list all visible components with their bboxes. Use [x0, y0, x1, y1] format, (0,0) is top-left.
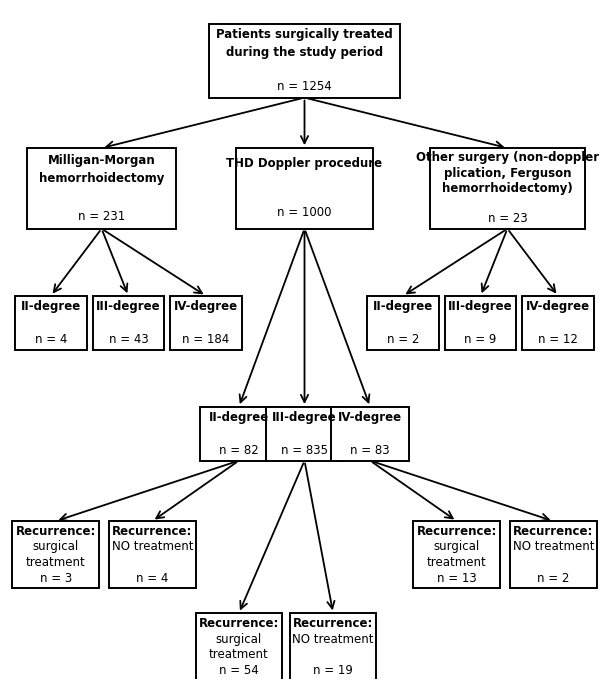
Text: n = 184: n = 184: [183, 333, 230, 346]
Text: n = 4: n = 4: [136, 571, 169, 584]
FancyBboxPatch shape: [27, 148, 176, 228]
Text: NO treatment: NO treatment: [292, 632, 374, 646]
FancyBboxPatch shape: [414, 521, 500, 589]
Text: surgical: surgical: [434, 541, 480, 554]
FancyBboxPatch shape: [266, 407, 343, 461]
Text: surgical: surgical: [216, 632, 262, 646]
Text: n = 2: n = 2: [387, 333, 419, 346]
Text: III-degree: III-degree: [96, 300, 161, 313]
Text: n = 3: n = 3: [40, 571, 72, 584]
FancyBboxPatch shape: [170, 296, 242, 350]
Text: III-degree: III-degree: [272, 411, 337, 424]
FancyBboxPatch shape: [12, 521, 99, 589]
Text: treatment: treatment: [209, 648, 269, 661]
Text: n = 82: n = 82: [219, 444, 259, 457]
Text: n = 12: n = 12: [538, 333, 578, 346]
Text: plication, Ferguson: plication, Ferguson: [444, 167, 571, 180]
FancyBboxPatch shape: [15, 296, 86, 350]
Text: treatment: treatment: [427, 556, 487, 569]
Text: Recurrence:: Recurrence:: [293, 617, 373, 630]
Text: treatment: treatment: [26, 556, 85, 569]
FancyBboxPatch shape: [445, 296, 516, 350]
FancyBboxPatch shape: [209, 24, 400, 97]
Text: II-degree: II-degree: [373, 300, 433, 313]
Text: Recurrence:: Recurrence:: [15, 525, 96, 538]
Text: IV-degree: IV-degree: [174, 300, 238, 313]
FancyBboxPatch shape: [195, 613, 282, 681]
Text: n = 231: n = 231: [78, 210, 125, 223]
Text: II-degree: II-degree: [21, 300, 81, 313]
Text: Recurrence:: Recurrence:: [513, 525, 594, 538]
Text: n = 83: n = 83: [350, 444, 390, 457]
Text: n = 43: n = 43: [108, 333, 149, 346]
Text: n = 4: n = 4: [35, 333, 67, 346]
Text: Other surgery (non-doppler: Other surgery (non-doppler: [416, 152, 599, 165]
Text: hemorrhoidectomy: hemorrhoidectomy: [39, 172, 164, 185]
Text: n = 23: n = 23: [488, 213, 527, 225]
FancyBboxPatch shape: [109, 521, 195, 589]
Text: n = 835: n = 835: [281, 444, 328, 457]
Text: n = 1000: n = 1000: [277, 206, 332, 220]
Text: n = 19: n = 19: [313, 664, 353, 677]
Text: during the study period: during the study period: [226, 45, 383, 58]
Text: n = 2: n = 2: [537, 571, 569, 584]
FancyBboxPatch shape: [93, 296, 164, 350]
FancyBboxPatch shape: [200, 407, 278, 461]
FancyBboxPatch shape: [523, 296, 594, 350]
Text: n = 54: n = 54: [219, 664, 259, 677]
Text: Milligan-Morgan: Milligan-Morgan: [48, 154, 155, 167]
Text: n = 1254: n = 1254: [277, 80, 332, 93]
Text: Recurrence:: Recurrence:: [417, 525, 497, 538]
FancyBboxPatch shape: [290, 613, 376, 681]
FancyBboxPatch shape: [331, 407, 409, 461]
Text: IV-degree: IV-degree: [526, 300, 590, 313]
FancyBboxPatch shape: [236, 148, 373, 228]
Text: THD Doppler procedure: THD Doppler procedure: [227, 157, 382, 170]
Text: surgical: surgical: [32, 541, 79, 554]
Text: n = 13: n = 13: [437, 571, 477, 584]
Text: II-degree: II-degree: [209, 411, 269, 424]
FancyBboxPatch shape: [510, 521, 597, 589]
FancyBboxPatch shape: [367, 296, 438, 350]
Text: n = 9: n = 9: [465, 333, 497, 346]
Text: Patients surgically treated: Patients surgically treated: [216, 28, 393, 41]
Text: Recurrence:: Recurrence:: [199, 617, 279, 630]
Text: IV-degree: IV-degree: [338, 411, 402, 424]
Text: III-degree: III-degree: [448, 300, 513, 313]
Text: NO treatment: NO treatment: [111, 541, 193, 554]
Text: hemorrhoidectomy): hemorrhoidectomy): [442, 182, 573, 195]
FancyBboxPatch shape: [430, 148, 585, 228]
Text: Recurrence:: Recurrence:: [112, 525, 192, 538]
Text: NO treatment: NO treatment: [513, 541, 594, 554]
